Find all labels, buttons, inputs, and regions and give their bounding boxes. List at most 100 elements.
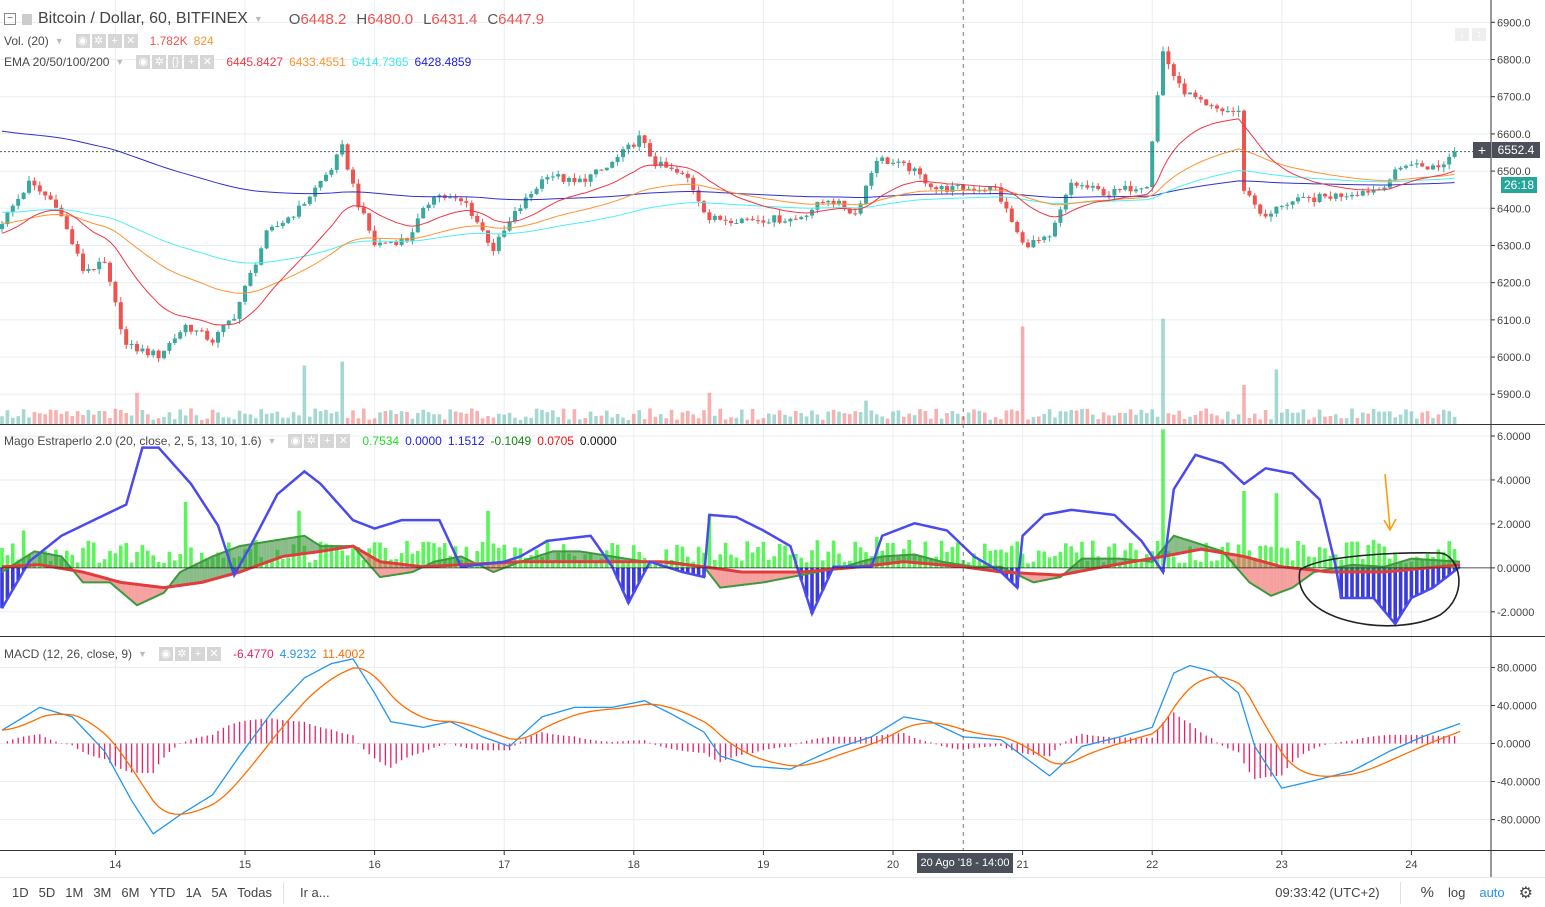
volume-bar xyxy=(70,416,74,424)
mago-blue-bar xyxy=(632,567,636,593)
auto-scale-button[interactable]: auto xyxy=(1479,885,1505,900)
volume-bar xyxy=(902,416,906,424)
plus-icon[interactable]: + xyxy=(107,34,122,48)
eye-icon[interactable]: ◉ xyxy=(136,55,151,69)
chevron-down-icon[interactable]: ▼ xyxy=(267,436,277,446)
mago-fill xyxy=(390,562,394,576)
mago-fill xyxy=(199,561,202,583)
plus-icon[interactable]: + xyxy=(190,647,205,661)
close-icon[interactable]: ✕ xyxy=(336,434,351,448)
mago-fill xyxy=(1087,558,1091,570)
volume-bar xyxy=(875,414,879,424)
mago-blue-bar xyxy=(1371,567,1376,598)
gear-icon[interactable]: ✲ xyxy=(174,647,189,661)
close-icon[interactable]: ✕ xyxy=(206,647,221,661)
volume-bar xyxy=(821,419,825,424)
volume-bar xyxy=(950,411,955,424)
chevron-down-icon[interactable]: ▼ xyxy=(54,36,64,46)
volume-bar xyxy=(648,408,652,424)
price-tick-label: 6800.0 xyxy=(1497,55,1531,67)
gear-icon[interactable]: ✲ xyxy=(304,434,319,448)
range-6m[interactable]: 6M xyxy=(121,885,140,900)
range-ytd[interactable]: YTD xyxy=(149,885,176,900)
mago-value-2: 0.0000 xyxy=(405,434,442,448)
source-code-icon[interactable]: {} xyxy=(168,55,183,69)
mago-green-bar xyxy=(162,562,166,568)
mago-fill xyxy=(1392,563,1396,572)
range-1a[interactable]: 1A xyxy=(185,885,202,900)
volume-bar xyxy=(502,414,506,424)
mago-green-bar xyxy=(648,561,652,568)
mago-fill xyxy=(185,568,189,585)
goto-date-button[interactable]: Ir a... xyxy=(299,885,330,900)
candle-body xyxy=(162,350,166,359)
close-icon[interactable]: ✕ xyxy=(123,34,138,48)
candle-body xyxy=(702,201,706,213)
chevron-down-icon[interactable]: ▼ xyxy=(115,57,125,67)
range-5a[interactable]: 5A xyxy=(211,885,228,900)
macd-name[interactable]: MACD (12, 26, close, 9) xyxy=(4,647,133,661)
percent-scale-button[interactable]: % xyxy=(1420,884,1434,901)
scale-fit-icon[interactable]: ↕ xyxy=(1472,28,1486,41)
settings-gear-icon[interactable]: ⚙ xyxy=(1518,884,1533,902)
range-todas[interactable]: Todas xyxy=(237,885,272,900)
log-scale-button[interactable]: log xyxy=(1447,885,1466,900)
mago-fill xyxy=(401,564,405,574)
volume-bar xyxy=(621,417,625,424)
plus-icon[interactable]: + xyxy=(184,55,199,69)
volume-bar xyxy=(1177,410,1181,424)
eye-icon[interactable]: ◉ xyxy=(288,434,303,448)
mago-fill xyxy=(1370,565,1374,573)
chart-canvas[interactable]: 6900.0 6800.0 6700.0 6600.0 6500.0 6400.0 6300… xyxy=(0,0,1545,877)
volume-bar xyxy=(459,412,463,424)
crosshair-plus-button[interactable]: + xyxy=(1473,142,1491,158)
mago-fill xyxy=(1435,560,1439,568)
gear-icon[interactable]: ✲ xyxy=(91,34,106,48)
range-1d[interactable]: 1D xyxy=(12,885,29,900)
volume-bar xyxy=(983,412,987,424)
mago-fill xyxy=(1287,567,1290,590)
candle-body xyxy=(523,197,528,209)
volume-bar xyxy=(1091,414,1095,424)
mago-fill xyxy=(1276,565,1280,594)
mago-fill xyxy=(550,551,553,562)
ema20-line xyxy=(1,118,1455,326)
gear-icon[interactable]: ✲ xyxy=(152,55,167,69)
volume-bar xyxy=(1447,411,1451,424)
volume-bar xyxy=(21,409,26,424)
candle-body xyxy=(761,220,766,223)
flag-icon[interactable] xyxy=(22,13,32,25)
mago-green-bar xyxy=(156,562,161,568)
close-icon[interactable]: ✕ xyxy=(200,55,215,69)
mago-fill xyxy=(255,543,259,567)
candle-body xyxy=(534,188,539,194)
candle-body xyxy=(81,253,85,271)
candle-body xyxy=(340,144,345,155)
mago-name[interactable]: Mago Estraperlo 2.0 (20, close, 2, 5, 13… xyxy=(4,434,262,448)
mago-green-bar xyxy=(821,560,825,568)
scale-down-icon[interactable]: ↓ xyxy=(1455,28,1469,41)
symbol-title[interactable]: Bitcoin / Dollar, 60, BITFINEX xyxy=(38,10,248,27)
eye-icon[interactable]: ◉ xyxy=(158,647,173,661)
ellipse-drawing xyxy=(1298,552,1460,627)
mago-fill xyxy=(380,561,383,578)
volume-bar xyxy=(1096,419,1100,424)
candle-body xyxy=(1274,206,1279,214)
volume-name[interactable]: Vol. (20) xyxy=(4,34,49,48)
range-3m[interactable]: 3M xyxy=(93,885,112,900)
eye-icon[interactable]: ◉ xyxy=(75,34,90,48)
chevron-down-icon[interactable]: ▼ xyxy=(138,649,147,659)
plus-icon[interactable]: + xyxy=(320,434,335,448)
clock[interactable]: 09:33:42 (UTC+2) xyxy=(1275,885,1380,900)
ema-name[interactable]: EMA 20/50/100/200 xyxy=(4,55,110,69)
chevron-down-icon[interactable]: ▼ xyxy=(253,14,263,24)
collapse-icon[interactable]: − xyxy=(4,13,16,25)
mago-fill xyxy=(269,540,272,562)
volume-bar xyxy=(605,410,609,424)
range-5d[interactable]: 5D xyxy=(38,885,56,900)
time-tick-label: 24 xyxy=(1405,859,1417,871)
mago-fill xyxy=(201,560,205,583)
candle-body xyxy=(264,230,269,249)
range-1m[interactable]: 1M xyxy=(65,885,84,900)
volume-bar xyxy=(707,392,712,424)
